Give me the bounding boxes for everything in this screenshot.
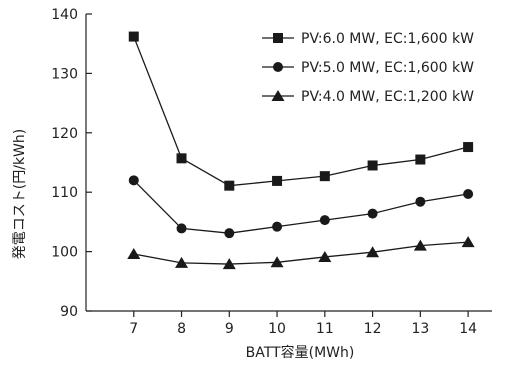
y-tick-label: 120 <box>51 126 78 142</box>
series-line-3 <box>133 241 469 265</box>
y-ticks: 90 100 110 120 130 140 <box>51 7 92 320</box>
legend-label: PV:5.0 MW, EC:1,600 kW <box>301 60 474 76</box>
x-tick-label: 7 <box>129 321 138 337</box>
x-tick-label: 12 <box>364 321 382 337</box>
data-point-1-7 <box>128 31 139 42</box>
data-point-3-9 <box>222 258 236 270</box>
data-point-2-14 <box>463 188 474 199</box>
data-point-2-7 <box>128 175 139 186</box>
series-3 <box>127 236 475 270</box>
legend: PV:6.0 MW, EC:1,600 kW PV:5.0 MW, EC:1,60… <box>262 31 474 105</box>
data-point-3-11 <box>318 250 332 262</box>
data-point-1-12 <box>367 160 378 171</box>
series-line-2 <box>133 179 469 234</box>
data-point-2-11 <box>319 215 330 226</box>
legend-marker-triangle <box>271 90 285 101</box>
data-point-1-14 <box>463 142 474 153</box>
legend-item-3: PV:4.0 MW, EC:1,200 kW <box>262 89 474 105</box>
x-tick-label: 11 <box>316 321 334 337</box>
legend-item-1: PV:6.0 MW, EC:1,600 kW <box>262 31 474 47</box>
data-point-2-8 <box>176 223 187 234</box>
x-tick-label: 8 <box>177 321 186 337</box>
data-point-1-13 <box>415 154 426 165</box>
data-point-2-13 <box>415 196 426 207</box>
legend-label: PV:6.0 MW, EC:1,600 kW <box>301 31 474 47</box>
series-1 <box>128 31 474 191</box>
x-tick-label: 13 <box>411 321 429 337</box>
x-tick-label: 9 <box>225 321 234 337</box>
series-line-1 <box>133 36 469 187</box>
data-point-2-10 <box>272 221 283 232</box>
data-point-1-9 <box>224 180 235 191</box>
y-tick-label: 100 <box>51 245 78 261</box>
x-tick-label: 10 <box>268 321 286 337</box>
data-point-3-8 <box>175 256 189 268</box>
y-tick-label: 140 <box>51 7 78 23</box>
x-ticks: 7 8 9 10 11 12 13 14 <box>129 311 477 337</box>
y-tick-label: 110 <box>51 185 78 201</box>
series-layer <box>127 31 475 270</box>
y-axis-title: 発電コスト(円/kWh) <box>12 129 28 259</box>
data-point-1-8 <box>176 153 187 164</box>
data-point-1-11 <box>319 171 330 182</box>
data-point-3-14 <box>461 236 475 248</box>
data-point-3-12 <box>366 246 380 258</box>
y-tick-label: 130 <box>51 66 78 82</box>
data-point-3-13 <box>413 239 427 251</box>
y-tick-label: 90 <box>60 304 78 320</box>
legend-item-2: PV:5.0 MW, EC:1,600 kW <box>262 60 474 76</box>
data-point-1-10 <box>272 175 283 186</box>
legend-label: PV:4.0 MW, EC:1,200 kW <box>301 89 474 105</box>
legend-marker-square <box>273 33 283 43</box>
series-2 <box>128 175 474 239</box>
data-point-3-10 <box>270 256 284 268</box>
legend-marker-circle <box>273 62 283 72</box>
data-point-2-9 <box>224 228 235 239</box>
data-point-3-7 <box>127 247 141 259</box>
data-point-2-12 <box>367 208 378 219</box>
axes <box>85 14 492 312</box>
x-axis-title: BATT容量(MWh) <box>246 344 355 361</box>
x-tick-label: 14 <box>459 321 477 337</box>
